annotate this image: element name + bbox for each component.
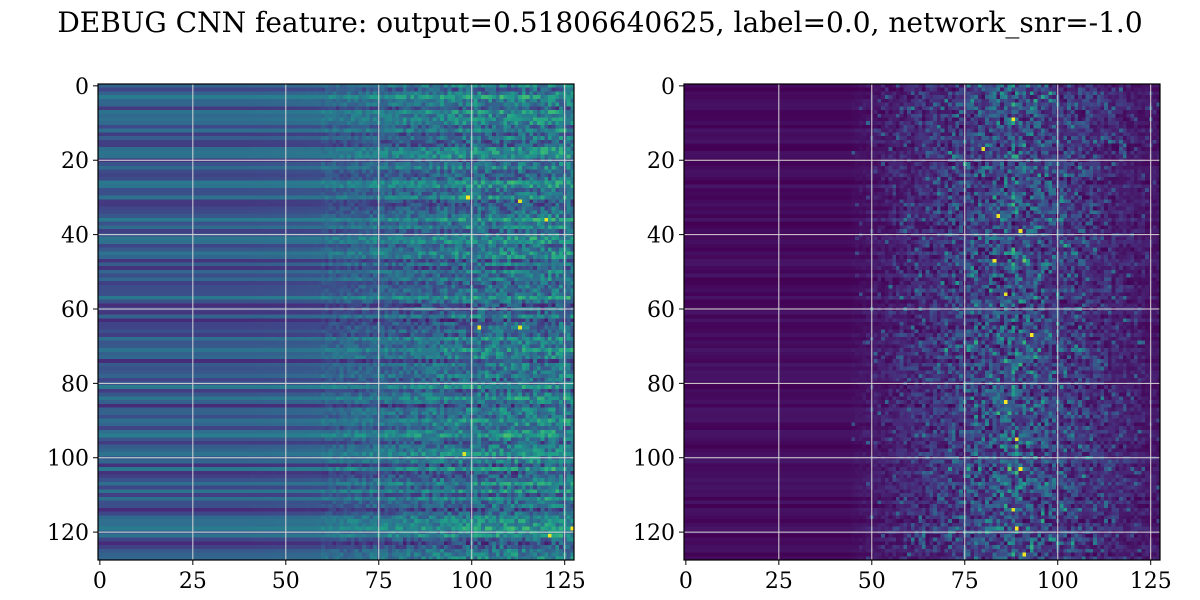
- x-tick-label: 100: [1037, 569, 1079, 594]
- y-tick-label: 80: [61, 372, 89, 397]
- y-tick-label: 120: [47, 521, 89, 546]
- x-tick-label: 50: [858, 569, 886, 594]
- heatmap-cells: [98, 84, 574, 560]
- y-tick-label: 0: [75, 75, 89, 100]
- y-tick-label: 0: [661, 75, 675, 100]
- x-tick-label: 75: [951, 569, 979, 594]
- y-tick-label: 100: [633, 447, 675, 472]
- axes-frame: [97, 83, 575, 561]
- heatmap-panel-1: 0 25 50 75 100 125 0 20 40 60 80 100 120: [47, 75, 586, 594]
- axes-frame: [683, 83, 1161, 561]
- x-tick-label: 125: [1130, 569, 1172, 594]
- x-tick-label: 0: [679, 569, 693, 594]
- y-tick-label: 60: [61, 298, 89, 323]
- y-tick-label: 40: [647, 224, 675, 249]
- x-tick-label: 75: [365, 569, 393, 594]
- heatmap-panel-2: 0 25 50 75 100 125 0 20 40 60 80 100 120: [633, 75, 1172, 594]
- x-tick-label: 125: [544, 569, 586, 594]
- x-tick-label: 100: [451, 569, 493, 594]
- x-tick-label: 50: [272, 569, 300, 594]
- y-tick-label: 120: [633, 521, 675, 546]
- y-tick-label: 20: [647, 149, 675, 174]
- x-tick-label: 25: [765, 569, 793, 594]
- y-tick-label: 60: [647, 298, 675, 323]
- heatmap-cells: [684, 84, 1160, 560]
- figure-suptitle: DEBUG CNN feature: output=0.51806640625,…: [57, 6, 1143, 39]
- y-tick-label: 100: [47, 447, 89, 472]
- x-tick-label: 0: [93, 569, 107, 594]
- y-tick-label: 80: [647, 372, 675, 397]
- x-tick-label: 25: [179, 569, 207, 594]
- y-tick-label: 20: [61, 149, 89, 174]
- y-tick-label: 40: [61, 224, 89, 249]
